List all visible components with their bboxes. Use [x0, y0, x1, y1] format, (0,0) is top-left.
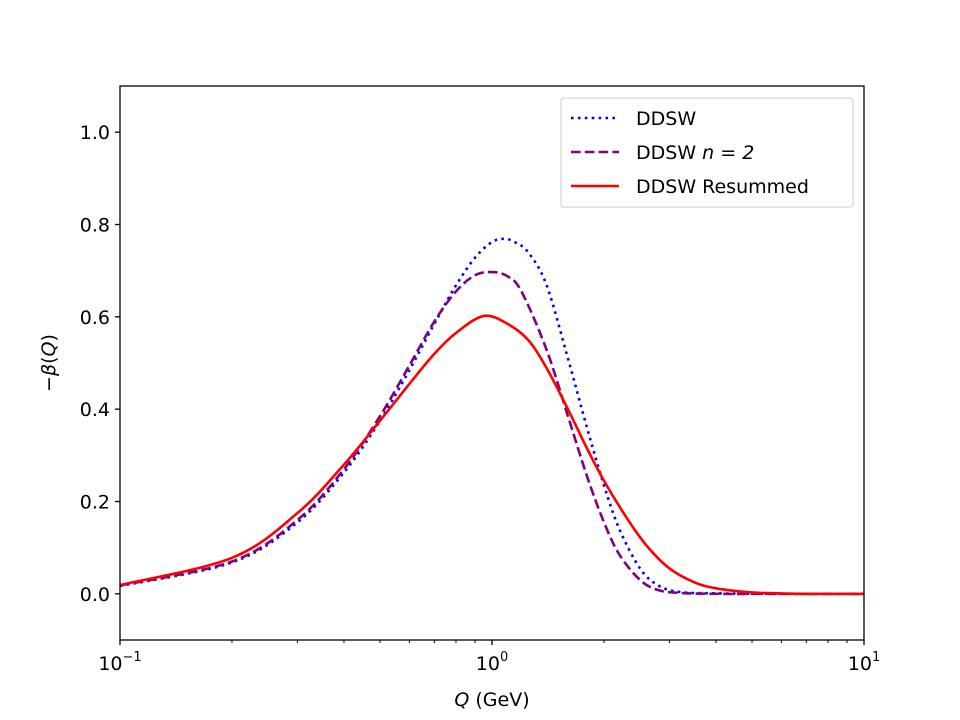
legend-label-ddsw-resummed: DDSW Resummed	[636, 176, 809, 198]
y-tick-label-3: 0.6	[80, 307, 110, 329]
y-axis-title-open: (	[38, 356, 60, 363]
x-tick-label-base-1: 10	[476, 653, 500, 675]
x-tick-label-exp-0: −1	[123, 650, 142, 665]
y-tick-label-2: 0.4	[80, 399, 110, 421]
series-line-ddsw	[119, 237, 865, 596]
ticks-layer: 0.00.20.40.60.81.010−1 100 101	[80, 122, 880, 675]
legend-label-ddsw-n2-text: DDSW	[636, 142, 702, 164]
legend-label-ddsw-n2: DDSW n = 2	[636, 142, 754, 164]
legend: DDSW DDSW n = 2 DDSW Resummed	[560, 97, 854, 208]
y-tick-label-4: 0.8	[80, 215, 110, 237]
y-tick-label-0: 0.0	[80, 584, 110, 606]
y-axis-title-beta: β	[38, 364, 60, 377]
x-tick-label-exp-2: 1	[872, 650, 880, 665]
x-tick-label-0: 10−1	[98, 650, 141, 675]
legend-box	[560, 97, 854, 208]
x-axis-title: Q (GeV)	[454, 689, 529, 711]
y-axis-title-minus: −	[38, 376, 60, 392]
y-axis-title-close: )	[38, 334, 60, 341]
y-tick-label-1: 0.2	[80, 492, 110, 514]
x-tick-label-base-0: 10	[98, 653, 122, 675]
series-line-ddsw-n2	[119, 270, 864, 596]
x-tick-label-exp-1: 0	[500, 650, 508, 665]
legend-label-ddsw-text: DDSW	[636, 108, 696, 130]
plot-frame	[119, 85, 865, 641]
series-line-ddsw-resummed	[119, 314, 865, 596]
legend-label-ddsw: DDSW	[636, 108, 696, 130]
series-layer	[119, 237, 865, 596]
legend-label-ddsw-resummed-text: DDSW Resummed	[636, 176, 809, 198]
x-axis-title-unit: (GeV)	[469, 689, 529, 711]
x-axis-title-var: Q	[454, 689, 469, 711]
y-tick-label-5: 1.0	[80, 122, 110, 144]
x-tick-label-base-2: 10	[848, 653, 872, 675]
x-tick-label-1: 100	[476, 650, 508, 675]
y-axis-title-var: Q	[38, 341, 60, 356]
x-tick-label-2: 101	[848, 650, 880, 675]
legend-label-ddsw-n2-math: n = 2	[702, 142, 754, 164]
y-axis-title: −β(Q)	[38, 334, 60, 392]
